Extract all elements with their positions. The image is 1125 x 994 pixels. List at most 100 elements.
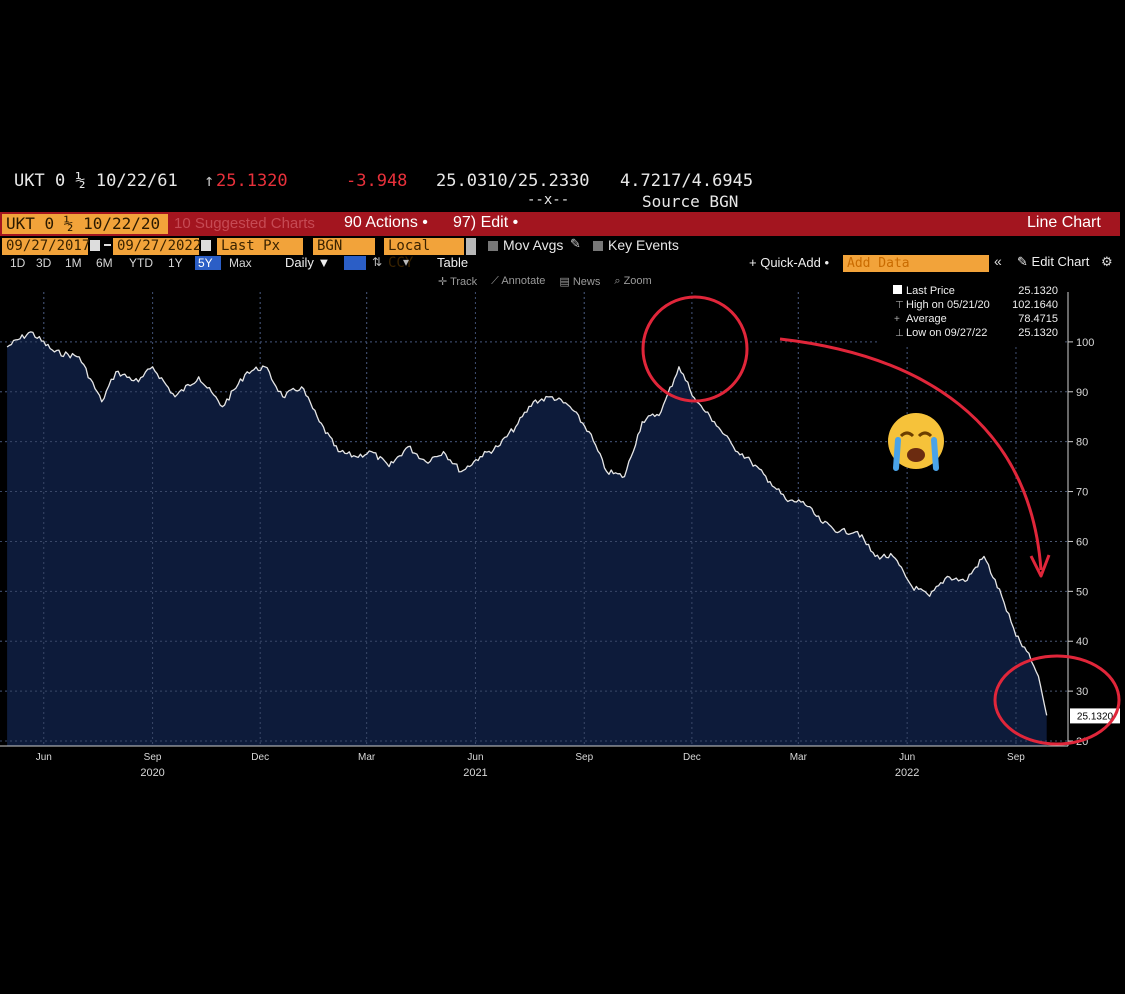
tf-5y[interactable]: 5Y: [195, 256, 221, 270]
x-year-label: 2022: [895, 767, 919, 779]
chart-tools: ✛ Track ⟋ Annotate ▤ News ⌕ Zoom: [438, 275, 652, 288]
y-tick-label: 80: [1076, 437, 1088, 449]
last-price: 25.1320: [216, 171, 288, 191]
bar-chart-icon[interactable]: ⇅: [372, 255, 383, 269]
y-tick-label: 100: [1076, 337, 1094, 349]
tf-1m[interactable]: 1M: [65, 256, 82, 270]
timeframe-bar: 1D 3D 1M 6M YTD 1Y 5Y Max: [10, 256, 265, 270]
yields: 4.7217/4.6945: [620, 171, 754, 191]
gear-icon[interactable]: ⚙: [1101, 254, 1113, 269]
news-icon: ▤: [559, 276, 573, 288]
quick-add-button[interactable]: + Quick-Add •: [749, 255, 830, 270]
legend-high-value: 102.1640: [1012, 299, 1058, 311]
annotate-label: Annotate: [501, 275, 546, 287]
legend-high-label: High on 05/21/20: [906, 299, 990, 311]
field-selector[interactable]: Last Px: [217, 238, 303, 255]
news-tool[interactable]: ▤ News: [559, 275, 600, 288]
start-date-field[interactable]: 09/27/2017: [2, 238, 90, 255]
legend-avg-icon: +: [894, 314, 900, 325]
x-tick-label: Dec: [251, 752, 269, 763]
x-tick-label: Jun: [467, 752, 483, 763]
source-label: Source BGN: [642, 192, 739, 211]
actions-menu[interactable]: 90 Actions •: [344, 214, 428, 231]
up-arrow-icon: ↑: [204, 171, 215, 191]
calendar-icon[interactable]: [201, 240, 211, 251]
tf-1d[interactable]: 1D: [10, 256, 26, 270]
x-tick-label: Mar: [790, 752, 808, 763]
y-tick-label: 30: [1076, 686, 1088, 698]
chevron-down-icon[interactable]: [466, 238, 476, 255]
tf-3d[interactable]: 3D: [36, 256, 52, 270]
legend-background: [880, 282, 1064, 346]
zoom-label: Zoom: [623, 275, 652, 287]
currency-selector[interactable]: Local CCY: [384, 238, 464, 271]
trend-arrow-line: [779, 337, 1043, 571]
calendar-icon[interactable]: [90, 240, 100, 251]
x-year-label: 2021: [463, 767, 487, 779]
crash-circle: [993, 654, 1121, 746]
price-line: [6, 331, 1048, 716]
pencil-icon[interactable]: ✎: [570, 236, 581, 251]
legend-box: Last Price 25.1320 ⊤ High on 05/21/20 10…: [880, 282, 1064, 346]
crosshair-icon: ✛: [438, 276, 451, 288]
legend-low-label: Low on 09/27/22: [906, 327, 987, 339]
collapse-icon[interactable]: «: [994, 253, 1002, 269]
suggested-charts[interactable]: 10 Suggested Charts: [174, 215, 315, 232]
add-data-input[interactable]: Add Data: [843, 255, 989, 272]
legend-last-label: Last Price: [906, 285, 955, 297]
last-value-label: 25.1320: [1077, 711, 1114, 722]
key-events-label: Key Events: [608, 237, 679, 253]
x-tick-label: Sep: [575, 752, 593, 763]
net-change: -3.948: [346, 171, 408, 191]
tf-max[interactable]: Max: [229, 256, 252, 270]
last-value-marker: 25.1320: [1070, 708, 1120, 724]
tf-6m[interactable]: 6M: [96, 256, 113, 270]
pencil-icon: ✎: [1017, 254, 1028, 269]
edit-menu[interactable]: 97) Edit •: [453, 214, 519, 231]
legend-low-value: 25.1320: [1018, 327, 1058, 339]
end-date-field[interactable]: 09/27/2022: [113, 238, 201, 255]
track-label: Track: [450, 276, 478, 288]
mov-avgs-label: Mov Avgs: [503, 237, 564, 253]
legend-low-icon: ⊥: [895, 328, 904, 339]
x-tick-label: Mar: [358, 752, 376, 763]
legend-avg-label: Average: [906, 313, 947, 325]
source-selector[interactable]: BGN: [313, 238, 375, 255]
y-tick-label: 60: [1076, 536, 1088, 548]
y-tick-label: 50: [1076, 586, 1088, 598]
edit-chart-button[interactable]: ✎ Edit Chart: [1017, 254, 1089, 270]
edit-chart-label: Edit Chart: [1031, 254, 1090, 269]
suggested-charts-number: 10: [174, 215, 191, 232]
last-value-box: [1070, 708, 1120, 724]
separator: --x--: [527, 192, 570, 208]
frequency-selector[interactable]: Daily ▼: [285, 255, 331, 270]
date-dash: [104, 244, 111, 246]
security-tab[interactable]: UKT 0 ½ 10/22/20: [2, 214, 168, 234]
table-button[interactable]: Table: [437, 255, 469, 270]
track-tool[interactable]: ✛ Track: [438, 275, 477, 288]
bid-ask: 25.0310/25.2330: [436, 171, 590, 191]
key-events-checkbox[interactable]: [593, 241, 603, 251]
price-area: [0, 292, 1048, 746]
news-label: News: [572, 276, 601, 288]
tf-1y[interactable]: 1Y: [168, 256, 183, 270]
peak-circle: [641, 295, 749, 403]
mov-avgs-checkbox[interactable]: [488, 241, 498, 251]
x-tick-label: Jun: [36, 752, 52, 763]
legend-high-icon: ⊤: [895, 300, 904, 311]
price-area-fill: [7, 331, 1047, 746]
x-tick-label: Dec: [683, 752, 701, 763]
chart-toolbar: [0, 212, 1120, 236]
tf-ytd[interactable]: YTD: [129, 256, 153, 270]
annotate-tool[interactable]: ⟋ Annotate: [491, 275, 545, 288]
y-tick-label: 40: [1076, 636, 1088, 648]
legend-swatch: [893, 285, 902, 294]
zoom-tool[interactable]: ⌕ Zoom: [614, 275, 651, 288]
chevron-down-icon[interactable]: ▾: [403, 255, 410, 269]
legend-avg-value: 78.4715: [1018, 313, 1058, 325]
chart-type-label[interactable]: Line Chart: [1027, 214, 1101, 231]
x-axis: Jun Sep Dec Mar Jun Sep Dec Mar Jun Sep 2020 2021 20…: [0, 745, 1068, 779]
line-chart-icon[interactable]: [344, 256, 366, 270]
